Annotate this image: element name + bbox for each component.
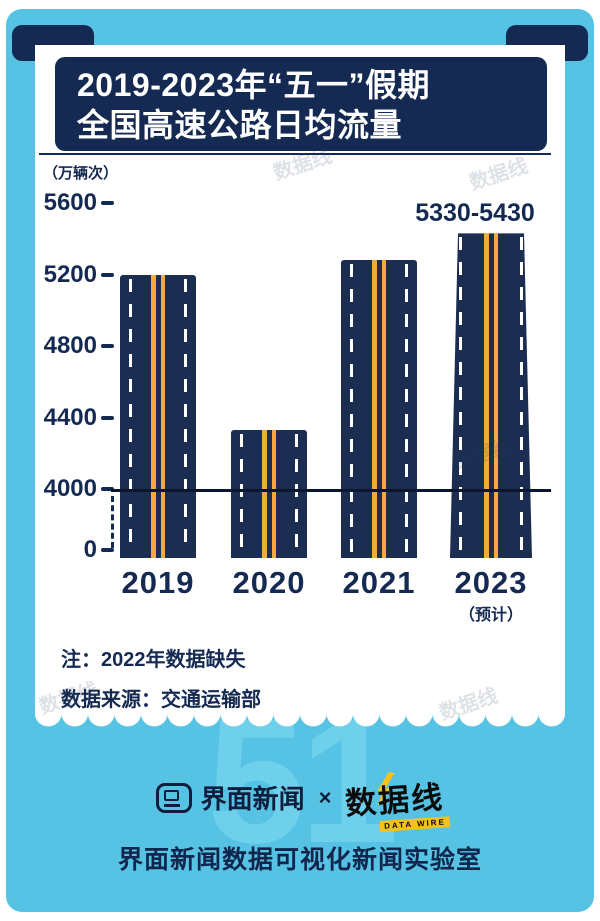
road-center-lines [262, 430, 276, 558]
card-scalloped-edge [35, 713, 565, 727]
x-axis-label-2021: 2021 [342, 565, 416, 600]
plot-area: 5600 5200 4800 4400 4000 0 2019 2020 2021 2023 533… [35, 45, 565, 713]
reference-line-4000 [111, 489, 551, 492]
lane-dashes-right [295, 434, 298, 554]
y-tick-mark-4400 [101, 415, 114, 420]
jiemian-news-logo: 界面新闻 [155, 779, 305, 816]
y-tick-label-5200: 5200 [43, 260, 97, 288]
x-axis-label-2020: 2020 [232, 565, 306, 600]
bar-2021 [341, 260, 417, 558]
footer-logos-row: 界面新闻 × 数据线 DATA WIRE [0, 775, 600, 833]
y-tick-label-5600: 5600 [43, 189, 97, 216]
road-center-lines [151, 274, 165, 558]
y-tick-mark-4000 [101, 487, 114, 491]
road-center-lines [484, 233, 498, 558]
lane-dashes-left [459, 237, 462, 554]
lane-dashes-right [405, 264, 408, 554]
y-tick-label-0: 0 [83, 536, 97, 563]
chart-title-line1: 2019-2023年“五一”假期 [77, 67, 431, 103]
bar-value-annotation-2023: 5330-5430 [415, 199, 535, 228]
y-tick-mark-0 [101, 548, 114, 552]
y-axis-break-dashed-line [111, 496, 114, 548]
bar-2019 [120, 274, 196, 558]
y-tick-label-4400: 4400 [43, 403, 97, 431]
jiemian-logo-label: 界面新闻 [200, 784, 305, 814]
chart-card: 2019-2023年“五一”假期 全国高速公路日均流量 （万辆次） 5600 52… [35, 45, 565, 713]
y-tick-label-4000: 4000 [43, 475, 97, 502]
bar-2023 [450, 233, 532, 558]
chart-title-line2: 全国高速公路日均流量 [77, 107, 403, 143]
y-tick-label-4800: 4800 [43, 332, 97, 359]
note-missing-data: 注：2022年数据缺失 [61, 649, 246, 671]
note-data-source: 数据来源：交通运输部 [61, 689, 261, 711]
chart-title-block: 2019-2023年“五一”假期 全国高速公路日均流量 [55, 57, 547, 151]
datawire-logo: 数据线 DATA WIRE [344, 772, 451, 833]
y-tick-mark-5200 [101, 272, 114, 277]
road-center-lines [372, 260, 386, 558]
title-divider-line [39, 153, 551, 155]
times-symbol: × [318, 784, 332, 810]
jiemian-logo-icon [155, 782, 192, 813]
x-axis-label-2023: 2023 [454, 565, 528, 600]
lab-name-text: 界面新闻数据可视化新闻实验室 [117, 846, 482, 874]
y-tick-mark-5600 [101, 201, 114, 205]
x-axis-label-2019: 2019 [121, 565, 195, 600]
y-axis-unit-label: （万辆次） [43, 165, 119, 182]
bar-2020 [231, 430, 307, 558]
datawire-logo-label: 数据线 [344, 779, 446, 822]
lane-dashes-left [129, 278, 132, 554]
lane-dashes-right [184, 278, 187, 554]
x-axis-sublabel-2023: （预计） [458, 607, 523, 624]
lane-dashes-right [520, 237, 523, 554]
y-tick-mark-4800 [101, 344, 114, 348]
lane-dashes-left [350, 264, 353, 554]
lane-dashes-left [240, 434, 243, 554]
